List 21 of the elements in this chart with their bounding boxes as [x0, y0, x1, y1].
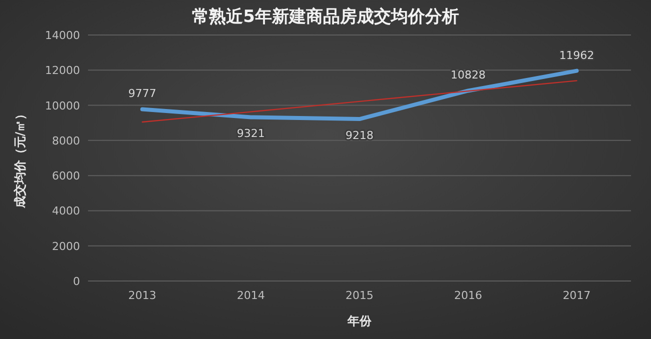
x-tick-label: 2017: [562, 289, 591, 302]
chart-title: 常熟近5年新建商品房成交均价分析: [192, 7, 459, 27]
y-axis-title: 成交均价（元/㎡）: [13, 108, 27, 210]
x-axis-title: 年份: [346, 314, 372, 328]
y-tick-label: 14000: [45, 29, 80, 42]
data-label: 11962: [559, 48, 594, 62]
x-tick-label: 2016: [454, 289, 482, 302]
data-label: 9321: [236, 127, 265, 140]
y-tick-label: 2000: [52, 240, 80, 253]
data-label: 9777: [128, 87, 156, 100]
x-tick-label: 2013: [128, 289, 156, 302]
y-tick-label: 0: [73, 275, 80, 288]
y-tick-label: 10000: [45, 99, 80, 112]
y-tick-label: 12000: [45, 64, 80, 78]
y-tick-label: 8000: [52, 134, 80, 148]
x-tick-label: 2015: [346, 289, 374, 302]
y-tick-label: 6000: [52, 170, 80, 183]
x-tick-label: 2014: [236, 289, 265, 302]
data-label: 10828: [450, 68, 486, 82]
data-label: 9218: [346, 129, 374, 142]
y-tick-label: 4000: [52, 204, 80, 218]
